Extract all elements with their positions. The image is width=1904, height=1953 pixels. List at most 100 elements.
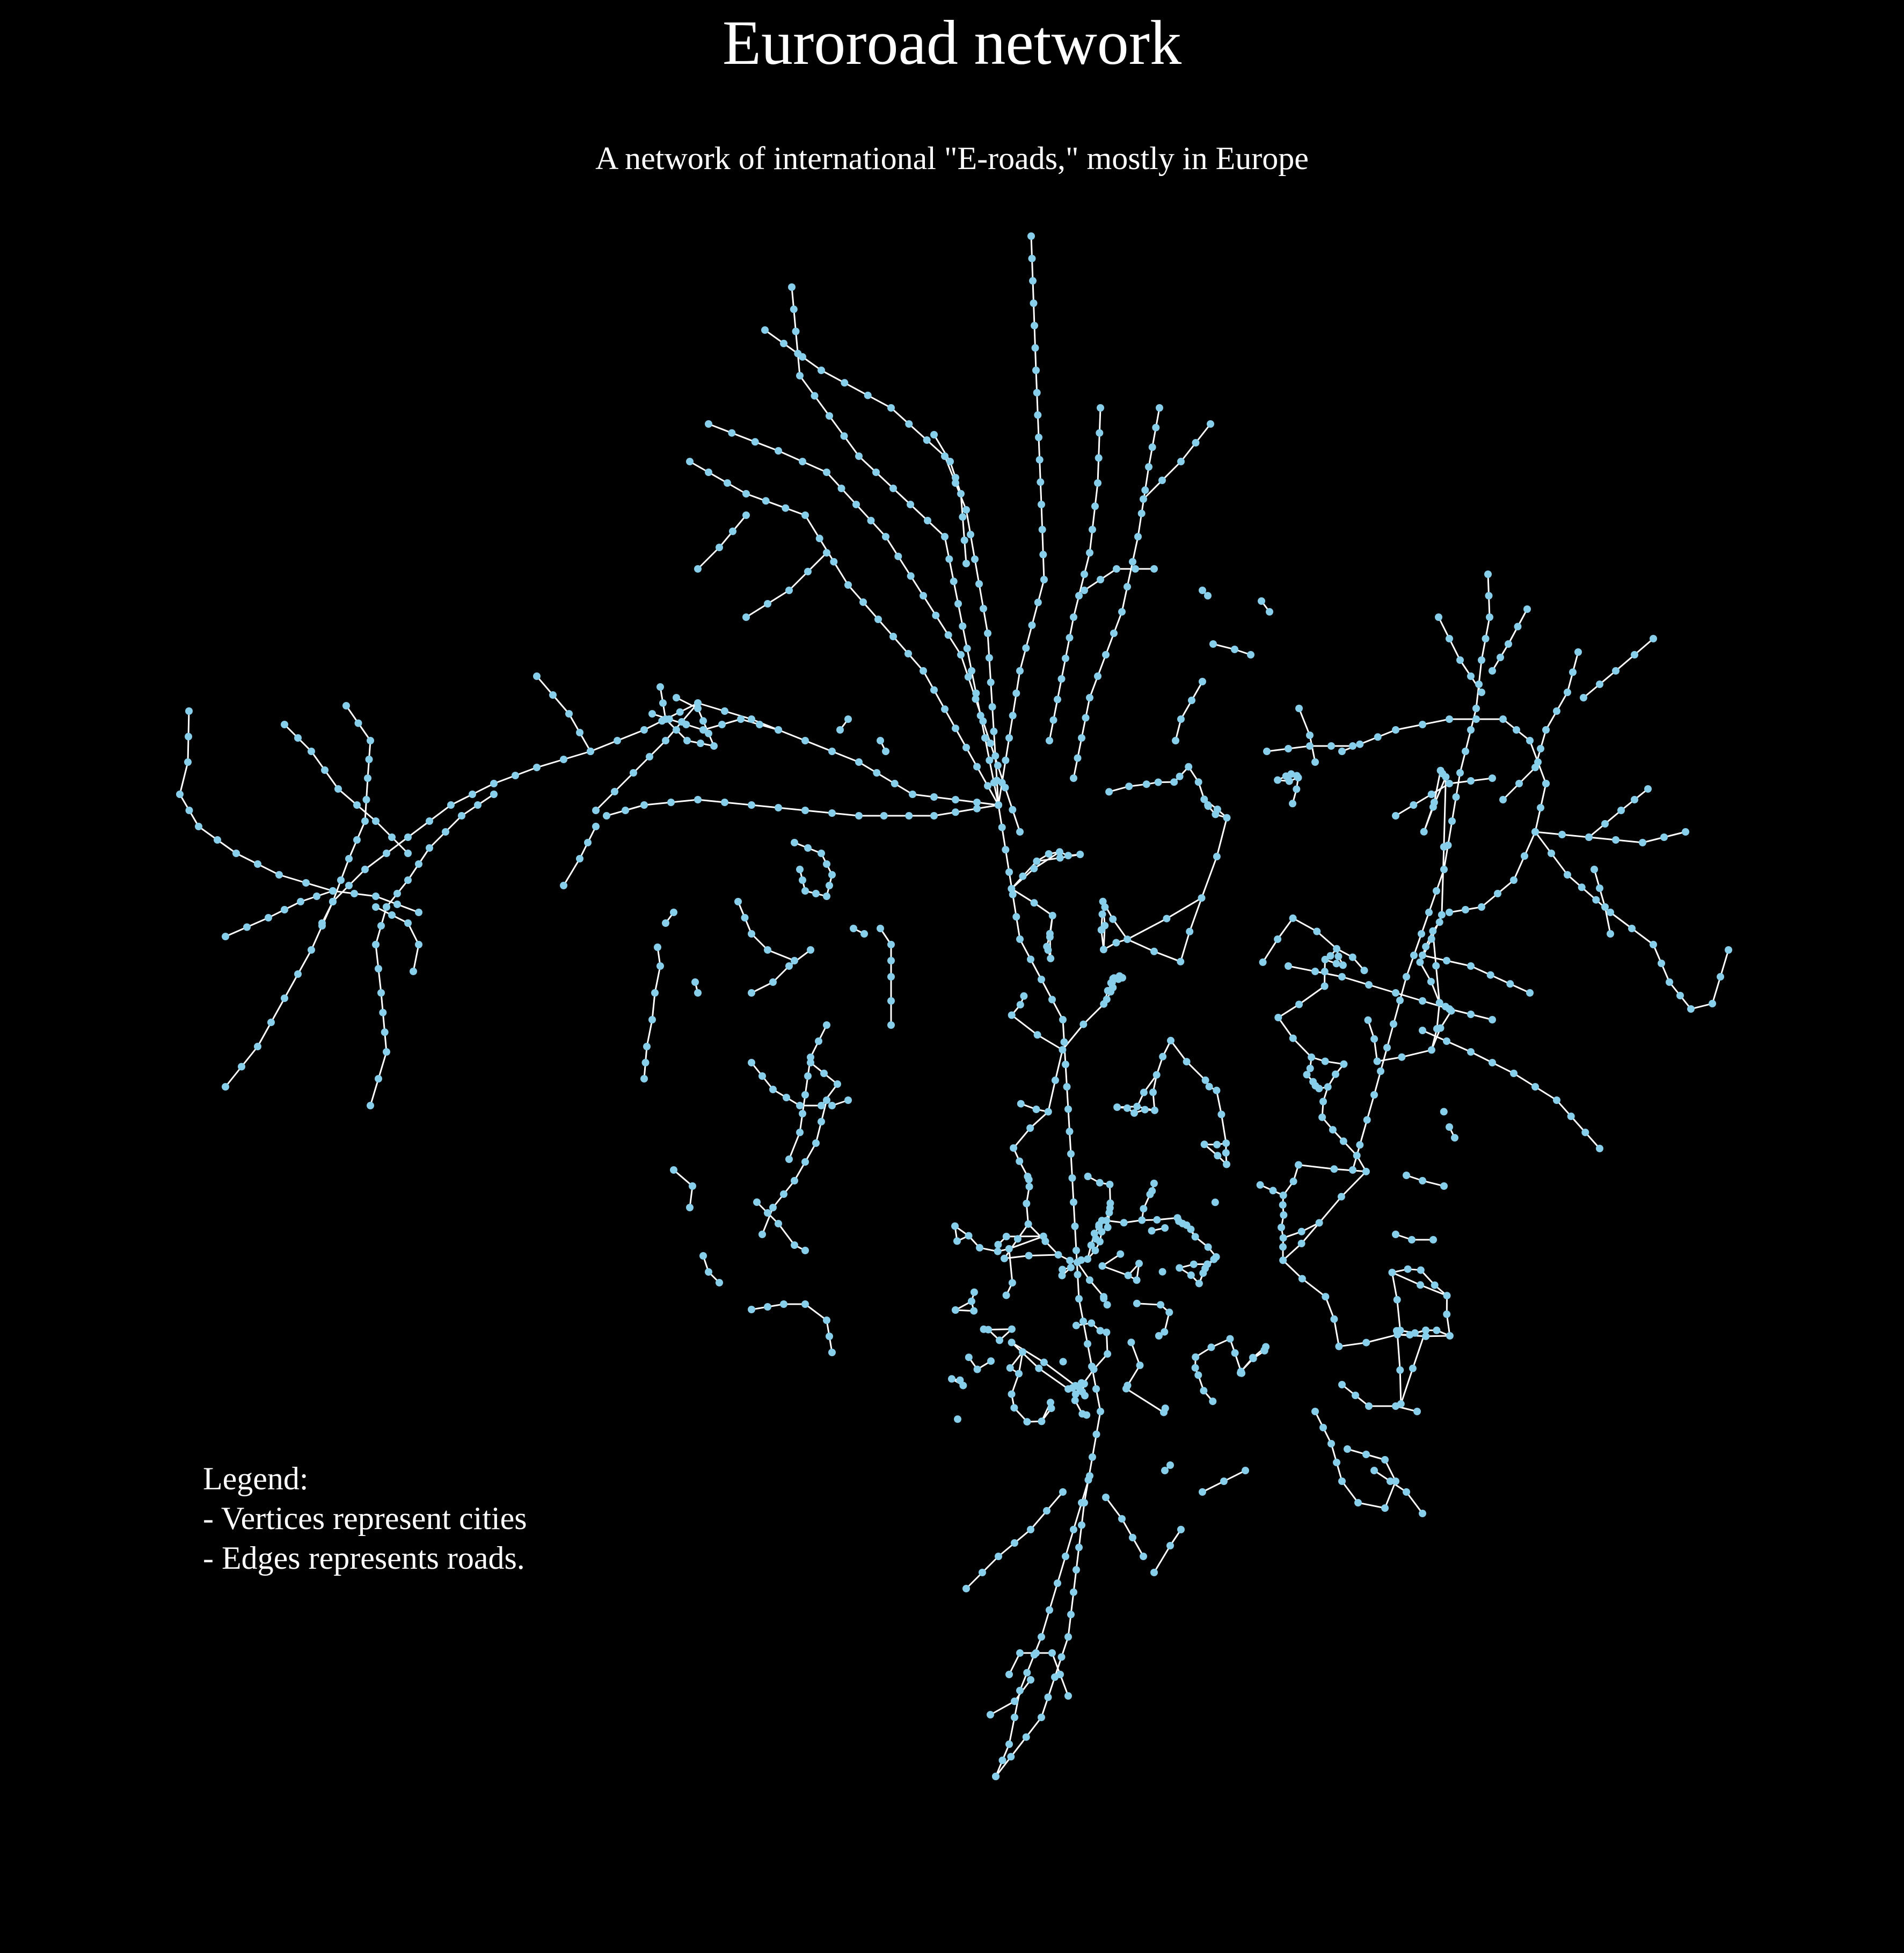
road-edge xyxy=(927,520,946,538)
city-vertex xyxy=(1138,1216,1146,1224)
city-vertex xyxy=(1097,576,1104,583)
city-vertex xyxy=(721,707,728,715)
city-vertex xyxy=(1534,758,1542,766)
city-vertex xyxy=(1293,785,1301,793)
city-vertices xyxy=(176,232,1732,1780)
road-edge xyxy=(1083,1003,1105,1025)
city-vertex xyxy=(1026,1124,1034,1132)
city-vertex xyxy=(1396,997,1404,1004)
city-vertex xyxy=(1007,1753,1015,1761)
road-edge xyxy=(1101,1265,1129,1276)
city-vertex xyxy=(1199,1269,1207,1277)
city-vertex xyxy=(1051,1076,1059,1084)
city-vertex xyxy=(1101,903,1109,911)
road-edge xyxy=(908,423,928,441)
city-vertex xyxy=(1033,857,1041,865)
road-edge xyxy=(1188,897,1202,932)
city-vertex xyxy=(828,1102,836,1109)
city-vertex xyxy=(1381,1456,1389,1464)
city-vertex xyxy=(823,1316,830,1324)
city-vertex xyxy=(979,1569,986,1576)
road-edge xyxy=(984,737,990,760)
city-vertex xyxy=(716,1279,723,1286)
city-vertex xyxy=(1104,1350,1112,1358)
city-vertex xyxy=(1207,1343,1215,1351)
city-vertex xyxy=(887,957,895,964)
city-vertex xyxy=(1601,903,1609,911)
city-vertex xyxy=(1136,1362,1144,1369)
city-vertex xyxy=(764,946,771,954)
city-vertex xyxy=(1324,1083,1332,1091)
city-vertex xyxy=(1489,667,1496,675)
city-vertex xyxy=(1319,1098,1327,1106)
city-vertex xyxy=(490,791,498,798)
city-vertex xyxy=(1456,656,1464,664)
road-edge xyxy=(1518,766,1536,785)
city-vertex xyxy=(1446,1332,1454,1340)
city-vertex xyxy=(887,404,895,412)
city-vertex xyxy=(1418,930,1425,938)
city-vertex xyxy=(1192,439,1200,447)
road-edge xyxy=(1422,1029,1447,1042)
city-vertex xyxy=(1113,1103,1121,1111)
city-vertex xyxy=(1148,443,1156,451)
city-vertex xyxy=(1419,1027,1426,1034)
city-vertex xyxy=(1044,1693,1052,1701)
city-vertex xyxy=(975,580,983,588)
road-edge xyxy=(1604,906,1611,934)
road-edge xyxy=(1180,442,1197,462)
city-vertex xyxy=(1200,1387,1208,1395)
road-edge xyxy=(377,968,382,993)
city-vertex xyxy=(1443,1292,1451,1300)
city-vertex xyxy=(1075,1295,1083,1303)
city-vertex xyxy=(1223,814,1231,822)
city-vertex xyxy=(1064,1633,1072,1641)
city-vertex xyxy=(1660,833,1668,841)
city-vertex xyxy=(611,788,618,795)
city-vertex xyxy=(1097,1408,1104,1415)
city-vertex xyxy=(630,769,637,777)
city-vertex xyxy=(1001,784,1009,792)
city-vertex xyxy=(801,1300,809,1308)
city-vertex xyxy=(945,555,953,563)
road-edge xyxy=(1202,1480,1224,1493)
city-vertex xyxy=(1553,1096,1560,1104)
city-vertex xyxy=(818,367,825,374)
city-vertex xyxy=(815,1037,822,1045)
city-vertex xyxy=(185,733,192,741)
road-edge xyxy=(1130,1342,1141,1366)
city-vertex xyxy=(980,1325,988,1333)
city-vertex xyxy=(1365,981,1373,989)
city-vertex xyxy=(364,774,371,782)
city-vertex xyxy=(351,890,358,897)
city-vertex xyxy=(796,1129,804,1136)
city-vertex xyxy=(748,715,755,723)
city-vertex xyxy=(1044,1108,1052,1116)
city-vertex xyxy=(1105,1209,1113,1217)
city-vertex xyxy=(640,1075,648,1082)
city-vertex xyxy=(1183,1221,1191,1229)
city-vertex xyxy=(1354,1499,1362,1506)
road-edge xyxy=(802,460,827,473)
city-vertex xyxy=(490,780,498,787)
city-vertex xyxy=(375,1075,382,1082)
road-edge xyxy=(1366,1334,1398,1344)
city-vertex xyxy=(313,893,320,900)
city-vertex xyxy=(834,1080,841,1088)
city-vertex xyxy=(1104,987,1112,994)
city-vertex xyxy=(748,1059,755,1066)
city-vertex xyxy=(654,943,661,951)
city-vertex xyxy=(1440,866,1448,873)
city-vertex xyxy=(1002,1291,1010,1299)
road-edge xyxy=(907,653,924,671)
city-vertex xyxy=(442,828,449,836)
city-vertex xyxy=(998,1757,1006,1764)
city-vertex xyxy=(1074,1271,1082,1278)
city-vertex xyxy=(670,1166,677,1174)
city-vertex xyxy=(818,850,825,857)
city-vertex xyxy=(1364,1016,1372,1024)
city-vertex xyxy=(195,823,202,830)
road-edge xyxy=(1142,479,1163,500)
road-edge xyxy=(961,517,966,540)
city-vertex xyxy=(1335,1342,1343,1350)
